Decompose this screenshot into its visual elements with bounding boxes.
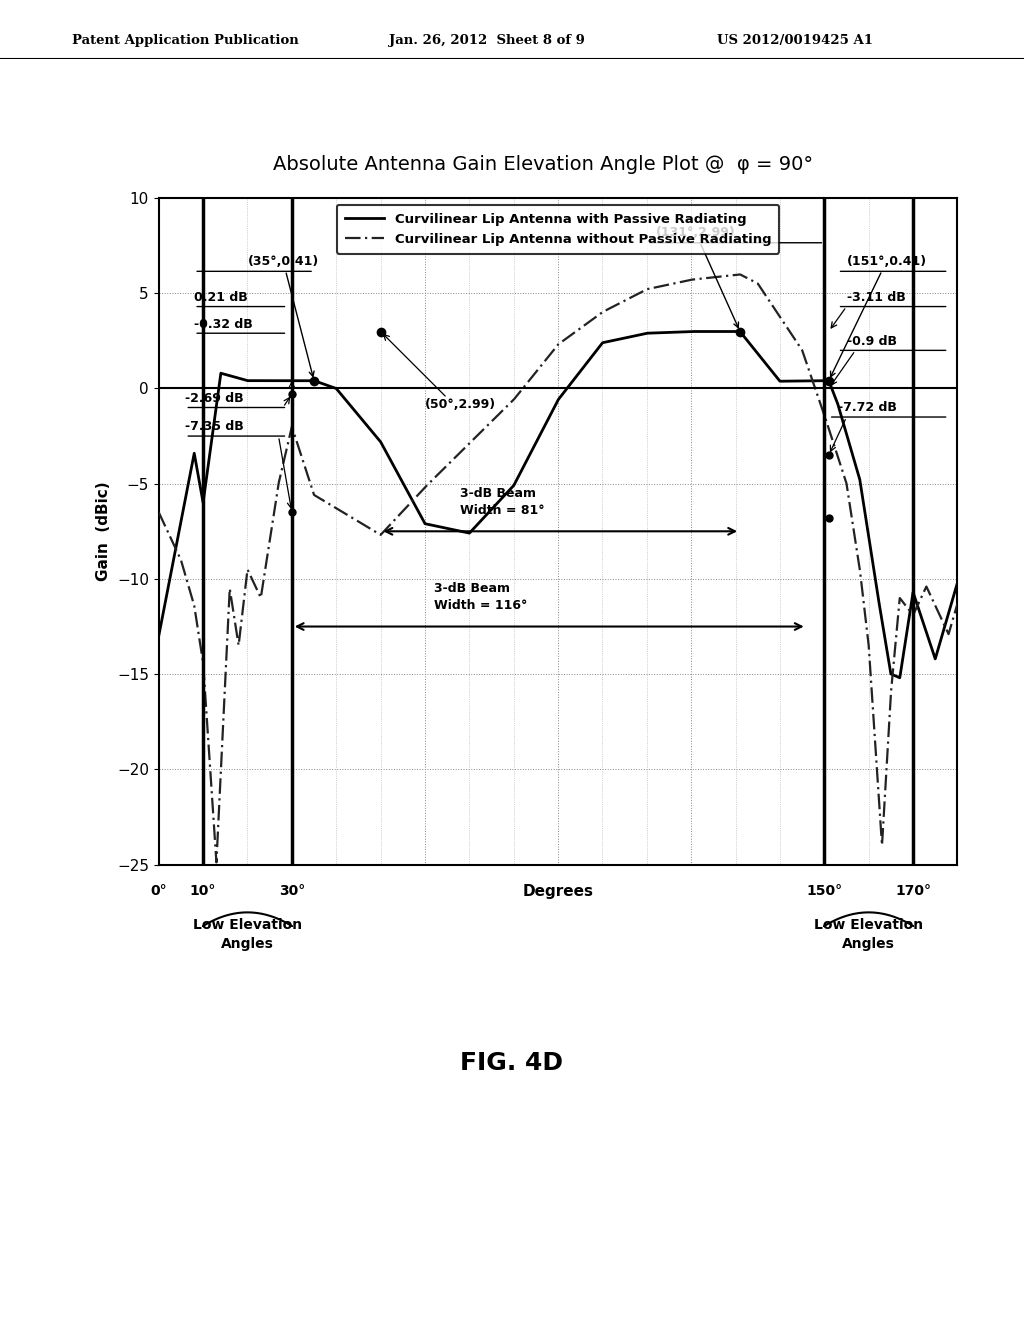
Text: 30°: 30° [279, 884, 305, 899]
Curvilinear Lip Antenna without Passive Radiating [376, 525, 388, 541]
Curvilinear Lip Antenna with Passive Radiating [153, 628, 165, 644]
Curvilinear Lip Antenna with Passive Radiating [951, 574, 964, 590]
Curvilinear Lip Antenna with Passive Radiating [376, 436, 388, 451]
Curvilinear Lip Antenna with Passive Radiating [685, 323, 697, 339]
Text: 0.21 dB: 0.21 dB [195, 290, 248, 304]
Text: -0.9 dB: -0.9 dB [847, 335, 896, 347]
Curvilinear Lip Antenna with Passive Radiating [649, 325, 662, 341]
Text: Low Elevation: Low Elevation [814, 919, 924, 932]
Curvilinear Lip Antenna with Passive Radiating [951, 576, 964, 591]
Text: Patent Application Publication: Patent Application Publication [72, 33, 298, 46]
Text: -3.11 dB: -3.11 dB [847, 290, 905, 304]
Curvilinear Lip Antenna without Passive Radiating [951, 595, 964, 611]
Curvilinear Lip Antenna without Passive Radiating [734, 267, 746, 282]
Text: 10°: 10° [189, 884, 216, 899]
Text: -2.69 dB: -2.69 dB [185, 392, 244, 405]
Text: Low Elevation: Low Elevation [193, 919, 302, 932]
Text: -0.32 dB: -0.32 dB [195, 318, 253, 330]
Text: Absolute Antenna Gain Elevation Angle Plot @  φ = 90°: Absolute Antenna Gain Elevation Angle Pl… [272, 156, 813, 174]
Text: 170°: 170° [895, 884, 931, 899]
Text: FIG. 4D: FIG. 4D [461, 1051, 563, 1074]
Curvilinear Lip Antenna with Passive Radiating [324, 379, 336, 395]
Line: Curvilinear Lip Antenna without Passive Radiating: Curvilinear Lip Antenna without Passive … [159, 275, 957, 862]
Curvilinear Lip Antenna with Passive Radiating [876, 611, 888, 627]
Y-axis label: Gain  (dBic): Gain (dBic) [96, 482, 112, 581]
Text: Angles: Angles [221, 937, 273, 950]
Curvilinear Lip Antenna without Passive Radiating [876, 837, 888, 853]
Curvilinear Lip Antenna without Passive Radiating [153, 504, 165, 520]
Text: Jan. 26, 2012  Sheet 8 of 9: Jan. 26, 2012 Sheet 8 of 9 [389, 33, 585, 46]
Curvilinear Lip Antenna without Passive Radiating [636, 284, 648, 300]
Text: 150°: 150° [806, 884, 843, 899]
Text: (151°,0.41): (151°,0.41) [830, 255, 927, 376]
Text: 3-dB Beam
Width = 116°: 3-dB Beam Width = 116° [434, 582, 527, 612]
Curvilinear Lip Antenna with Passive Radiating [636, 326, 648, 342]
Text: US 2012/0019425 A1: US 2012/0019425 A1 [717, 33, 872, 46]
Curvilinear Lip Antenna without Passive Radiating [649, 280, 662, 296]
Text: 0°: 0° [151, 884, 167, 899]
Text: Degrees: Degrees [522, 884, 594, 899]
Text: -7.72 dB: -7.72 dB [838, 401, 896, 414]
Text: -7.35 dB: -7.35 dB [185, 420, 244, 433]
Curvilinear Lip Antenna without Passive Radiating [951, 597, 964, 612]
Text: (35°,0.41): (35°,0.41) [248, 255, 318, 376]
Curvilinear Lip Antenna with Passive Radiating [894, 669, 906, 685]
Text: (50°,2.99): (50°,2.99) [425, 397, 496, 411]
Line: Curvilinear Lip Antenna with Passive Radiating: Curvilinear Lip Antenna with Passive Rad… [159, 331, 957, 677]
Legend: Curvilinear Lip Antenna with Passive Radiating, Curvilinear Lip Antenna without : Curvilinear Lip Antenna with Passive Rad… [337, 205, 779, 253]
Text: (131°,2.99): (131°,2.99) [655, 226, 738, 327]
Curvilinear Lip Antenna without Passive Radiating [324, 496, 336, 512]
Text: Angles: Angles [843, 937, 895, 950]
Curvilinear Lip Antenna without Passive Radiating [210, 854, 222, 870]
Text: 3-dB Beam
Width = 81°: 3-dB Beam Width = 81° [461, 487, 545, 517]
